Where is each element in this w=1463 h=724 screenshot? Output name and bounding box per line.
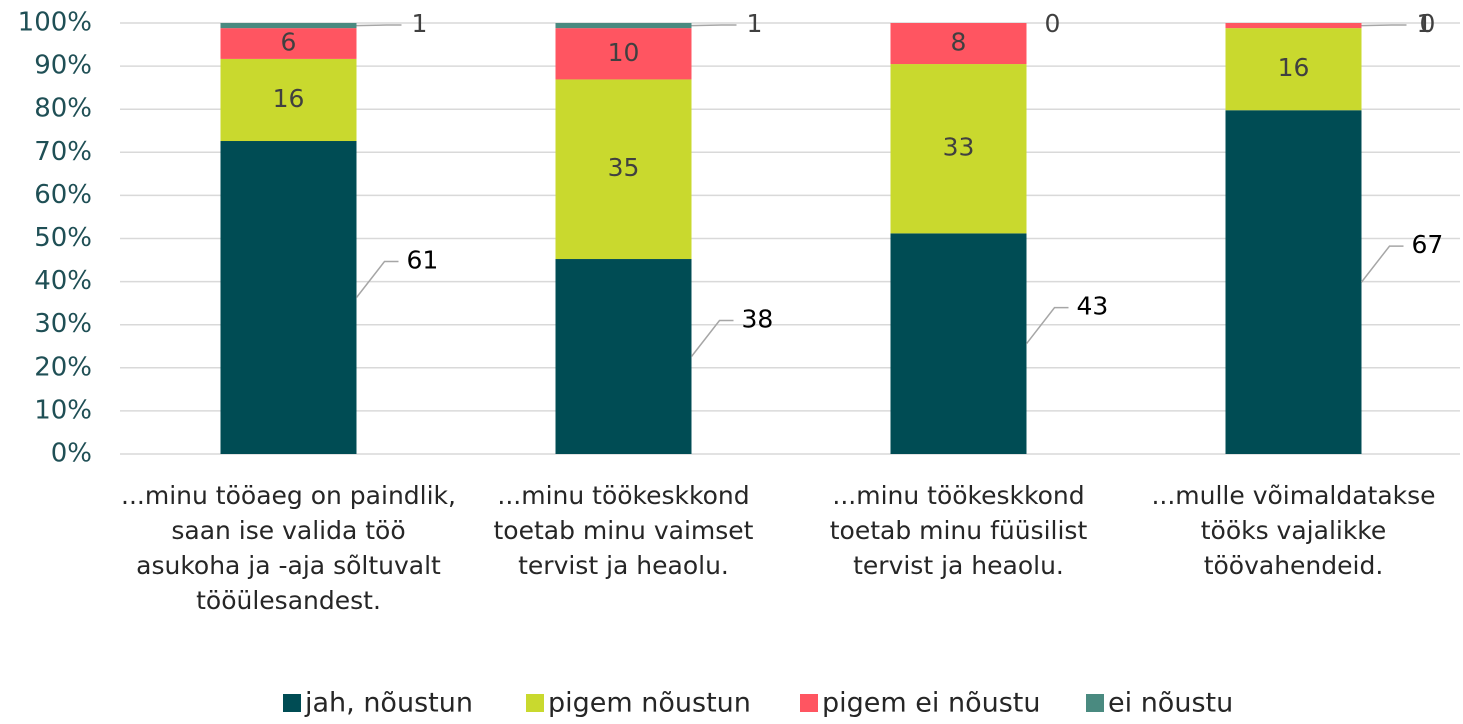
data-label: 35 xyxy=(608,153,640,182)
leader-line xyxy=(691,24,737,27)
data-label: 67 xyxy=(1412,230,1444,259)
legend-swatch xyxy=(1086,694,1104,712)
bar-segment xyxy=(555,259,692,454)
data-label: 33 xyxy=(943,133,975,162)
y-tick-label: 20% xyxy=(34,352,92,382)
x-tick-label: ...mulle võimaldatakse tööks vajalikke t… xyxy=(1151,481,1436,580)
data-label: 1 xyxy=(412,9,428,38)
data-label: 8 xyxy=(951,28,967,57)
y-tick-label: 90% xyxy=(34,51,92,81)
data-label: 1 xyxy=(1417,9,1433,38)
data-label: 61 xyxy=(407,246,439,275)
data-label: 0 xyxy=(1045,9,1061,38)
bar-segment xyxy=(1225,110,1362,454)
y-tick-label: 60% xyxy=(34,180,92,210)
bar-segment xyxy=(890,23,1027,65)
leader-line xyxy=(1360,245,1404,283)
bar-segment xyxy=(890,233,1027,454)
legend-label: jah, nõustun xyxy=(304,688,473,719)
x-tick-label: ...minu töökeskkond toetab minu füüsilis… xyxy=(829,481,1088,580)
y-tick-label: 100% xyxy=(18,8,92,38)
legend-swatch xyxy=(526,694,544,712)
bar-segment xyxy=(555,23,692,29)
leader-line xyxy=(356,24,402,27)
bar-segment xyxy=(890,64,1027,234)
y-tick-label: 50% xyxy=(34,223,92,253)
leader-line xyxy=(355,260,399,298)
legend-label: pigem ei nõustu xyxy=(822,688,1040,719)
data-label: 43 xyxy=(1077,292,1109,321)
y-tick-label: 0% xyxy=(51,439,92,469)
legend-swatch xyxy=(800,694,818,712)
data-label: 10 xyxy=(608,38,640,67)
legend-label: pigem nõustun xyxy=(548,688,751,719)
legend-swatch xyxy=(283,694,301,712)
y-tick-label: 70% xyxy=(34,137,92,167)
data-label: 16 xyxy=(1278,53,1310,82)
leader-line xyxy=(1361,24,1407,27)
y-tick-label: 40% xyxy=(34,266,92,296)
bar-segment xyxy=(220,141,357,454)
y-tick-label: 30% xyxy=(34,309,92,339)
bar-segment xyxy=(220,58,357,142)
leader-line xyxy=(690,319,734,357)
y-tick-label: 80% xyxy=(34,94,92,124)
x-tick-label: ...minu tööaeg on paindlik, saan ise val… xyxy=(121,481,456,615)
bar-segment xyxy=(220,28,357,59)
bar-segment xyxy=(555,28,692,80)
x-tick-label: ...minu töökeskkond toetab minu vaimset … xyxy=(493,481,754,580)
data-label: 0 xyxy=(1420,9,1436,38)
data-label: 6 xyxy=(281,28,297,57)
leader-line xyxy=(1025,306,1069,345)
data-label: 1 xyxy=(747,9,763,38)
bar-segment xyxy=(220,23,357,29)
bar-segment xyxy=(555,79,692,260)
data-label: 16 xyxy=(273,84,305,113)
data-label: 38 xyxy=(742,305,774,334)
bar-segment xyxy=(1225,23,1362,29)
bar-segment xyxy=(1225,28,1362,111)
legend-label: ei nõustu xyxy=(1108,688,1233,719)
y-tick-label: 10% xyxy=(34,395,92,425)
